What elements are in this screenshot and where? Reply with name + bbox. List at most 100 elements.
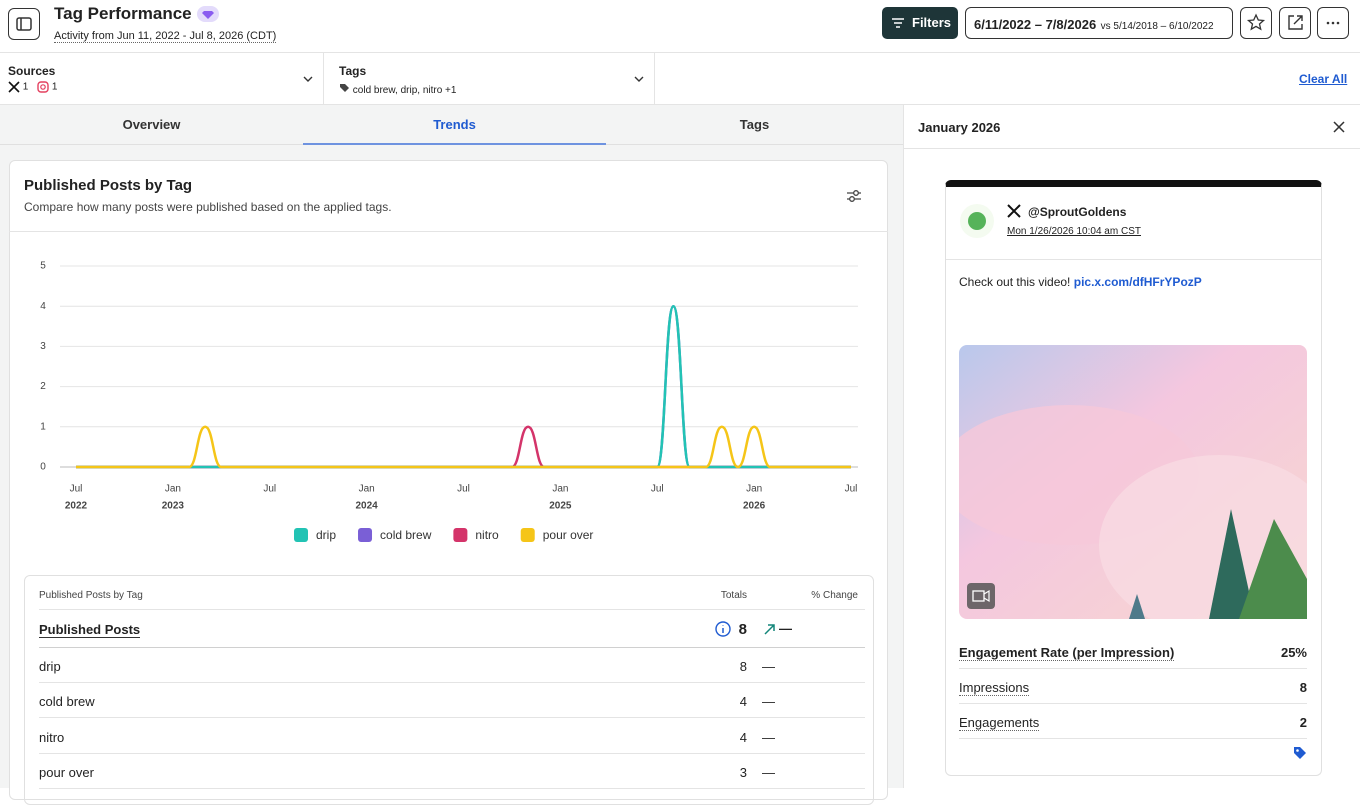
chart-card	[9, 160, 888, 800]
x-tick-year: 2023	[162, 501, 185, 512]
row-label: nitro	[39, 729, 65, 745]
legend-swatch	[520, 528, 535, 542]
legend-label: pour over	[543, 528, 594, 542]
x-tick-label: Jul	[70, 484, 83, 495]
tags-label: Tags	[339, 64, 367, 78]
filters-button[interactable]: Filters	[882, 7, 958, 39]
row-change: —	[762, 694, 775, 710]
clear-all[interactable]: Clear All	[1299, 72, 1348, 86]
y-tick-label: 0	[40, 462, 46, 473]
row-label: pour over	[39, 764, 94, 780]
legend-label: cold brew	[380, 528, 432, 542]
table-title: Published Posts by Tag	[39, 590, 143, 601]
x-tick-label: Jan	[359, 484, 375, 495]
date-range-label: 6/11/2022 – 7/8/2026	[974, 17, 1097, 32]
y-tick-label: 1	[40, 421, 46, 432]
column-header: % Change	[811, 590, 858, 601]
x-tick-label: Jul	[845, 484, 858, 495]
table-row: drip 8 —	[39, 648, 865, 683]
post-image[interactable]	[959, 345, 1307, 619]
tab[interactable]: Overview	[0, 105, 303, 145]
text: Check out this video!	[959, 275, 1071, 289]
filter-bar	[0, 52, 1360, 105]
x-tick-label: Jan	[552, 484, 568, 495]
tags-filter: cold brew, drip, nitro +1	[339, 83, 456, 96]
summary-total: 8	[738, 621, 747, 638]
metric-label: Engagements	[959, 715, 1040, 731]
post-link[interactable]: pic.x.com/dfHFrYPozP	[1073, 275, 1202, 289]
legend-label: drip	[316, 528, 336, 542]
legend-label: nitro	[475, 528, 499, 542]
row-total: 4	[739, 729, 747, 745]
premium-badge	[197, 6, 219, 22]
y-tick-label: 2	[40, 381, 46, 392]
x-tick-label: Jul	[263, 484, 276, 495]
settings-button[interactable]	[845, 187, 863, 205]
x-tick-year: 2025	[549, 501, 572, 512]
metric-value: 2	[1299, 715, 1307, 730]
post-card	[945, 180, 1322, 776]
compare-range: vs 5/14/2018 – 6/10/2022	[1100, 21, 1214, 32]
chevron[interactable]	[633, 73, 645, 85]
x-icon	[1007, 204, 1021, 218]
instagram-count: 1	[51, 81, 58, 93]
label: Filters	[912, 15, 952, 30]
x-tick-label: Jul	[651, 484, 664, 495]
icon	[16, 17, 32, 31]
tab[interactable]: Trends	[303, 105, 606, 145]
export-button[interactable]	[1279, 7, 1311, 39]
row-total: 4	[739, 694, 747, 710]
row-total: 8	[739, 659, 747, 674]
post-text: Check out this video! pic.x.com/dfHFrYPo…	[959, 275, 1202, 289]
tab[interactable]: Tags	[606, 105, 903, 145]
page-subtitle: Activity from Jun 11, 2022 - Jul 8, 2026…	[54, 30, 277, 43]
date-range[interactable]: 6/11/2022 – 7/8/2026 vs 5/14/2018 – 6/10…	[965, 7, 1233, 39]
x-tick-year: 2024	[356, 501, 379, 512]
x-tick-year: 2022	[65, 501, 88, 512]
row-label: cold brew	[39, 694, 95, 710]
table-row: cold brew 4 —	[39, 683, 865, 719]
summary-row: Published Posts 8 —	[39, 612, 865, 648]
metric-row: Engagements 2	[959, 704, 1307, 739]
chevron[interactable]	[302, 73, 314, 85]
page-title: Tag Performance	[54, 4, 192, 23]
post-timestamp: Mon 1/26/2026 10:04 am CST	[1007, 226, 1141, 237]
row-total: 3	[739, 764, 747, 780]
post-handle: @SproutGoldens	[1028, 205, 1127, 219]
x-tick-label: Jan	[165, 484, 181, 495]
close-button[interactable]	[1332, 120, 1346, 134]
info-icon[interactable]	[715, 621, 731, 637]
sources-label: Sources	[8, 64, 56, 78]
legend-swatch	[294, 528, 308, 542]
metric-label: Engagement Rate (per Impression)	[959, 645, 1175, 661]
x-tick-label: Jul	[457, 484, 470, 495]
chart: 0 1 2 3 4 5 Jul 2022 Jan 2023 Jul Jan 2024 Jul Jan 2025…	[40, 261, 858, 542]
metric-row: Impressions 8	[959, 669, 1307, 704]
card-subtitle: Compare how many posts were published ba…	[24, 200, 392, 214]
x-tick-label: Jan	[746, 484, 762, 495]
trend-icon	[764, 624, 775, 635]
table-row: pour over 3 —	[39, 754, 865, 789]
metric-value: 25%	[1280, 645, 1307, 660]
panel-title: January 2026	[918, 120, 1001, 135]
row-change: —	[762, 764, 775, 780]
y-tick-label: 3	[40, 341, 46, 352]
legend-swatch	[358, 528, 373, 542]
table-row: nitro 4 —	[39, 719, 865, 754]
sources-counts: 1 1	[8, 81, 57, 93]
more-button[interactable]	[1317, 7, 1349, 39]
metric-label: Impressions	[959, 680, 1030, 696]
metric-row: Engagement Rate (per Impression) 25%	[959, 634, 1307, 669]
summary-change: —	[779, 621, 792, 636]
row-change: —	[762, 659, 775, 674]
column-header: Totals	[720, 590, 747, 601]
tag-icon[interactable]	[1292, 745, 1308, 761]
metric-value: 8	[1299, 680, 1307, 695]
tags-value: cold brew, drip, nitro +1	[352, 85, 457, 96]
series-line	[75, 425, 851, 469]
avatar	[960, 204, 994, 238]
favorite-button[interactable]	[1240, 7, 1272, 39]
sidebar-toggle[interactable]	[8, 8, 40, 40]
x-tick-year: 2026	[743, 501, 766, 512]
page: Tag Performance Activity from Jun 11, 20…	[0, 4, 1360, 805]
